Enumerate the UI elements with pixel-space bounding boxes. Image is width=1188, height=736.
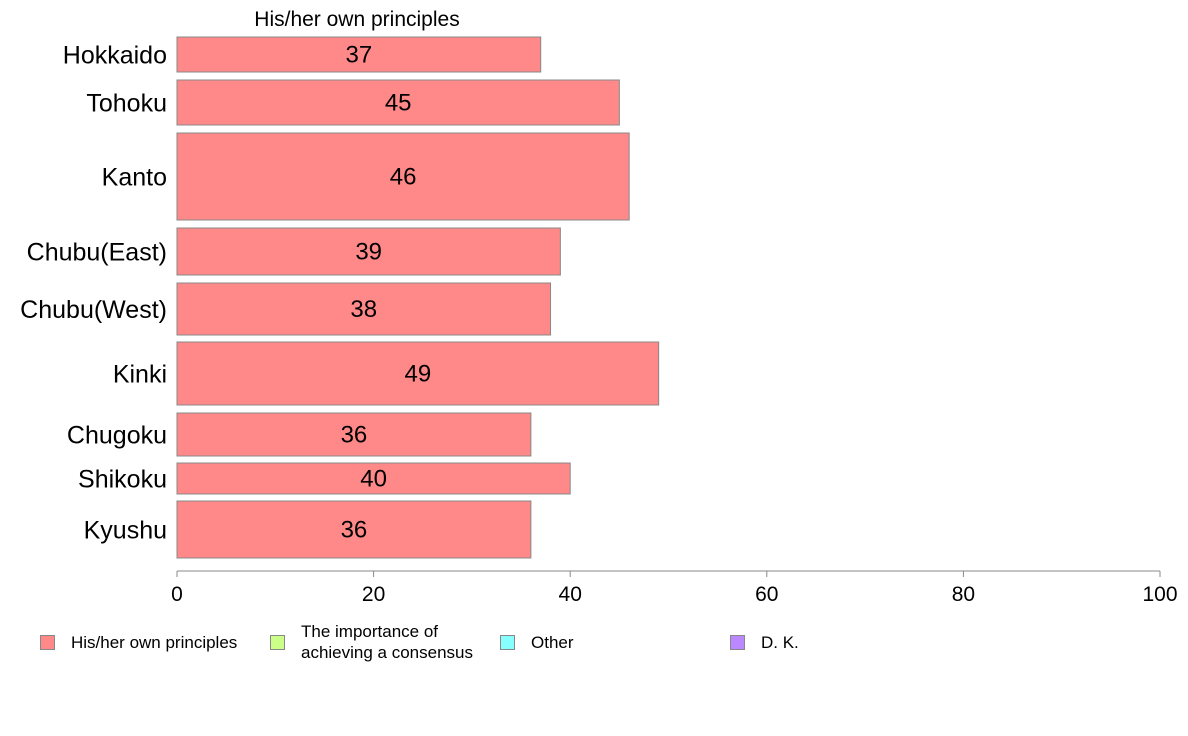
bar-shikoku: [176, 462, 571, 495]
data-label: 38: [350, 296, 377, 323]
bar-tohoku: [176, 79, 620, 126]
chart-title: His/her own principles: [254, 8, 459, 31]
bar-chubu-east-: [176, 227, 561, 276]
x-tick-label: 0: [171, 583, 183, 606]
legend-label: D. K.: [761, 633, 799, 652]
category-label: Chubu(East): [27, 239, 167, 267]
category-label: Hokkaido: [63, 42, 167, 70]
legend-label: His/her own principles: [71, 633, 238, 652]
category-label: Kyushu: [84, 517, 167, 545]
bar-hokkaido: [176, 36, 542, 73]
category-label: Chugoku: [67, 422, 167, 450]
data-label: 39: [355, 239, 382, 266]
data-label: 40: [360, 466, 387, 493]
legend-swatch: [40, 635, 55, 650]
x-tick-label: 100: [1142, 583, 1177, 606]
bar-chubu-west-: [176, 282, 552, 336]
x-tick-label: 20: [362, 583, 385, 606]
bar-kyushu: [176, 500, 532, 559]
legend-swatch: [500, 635, 515, 650]
category-labels: Hokkaido Tohoku Kanto Chubu(East) Chubu(West…: [20, 42, 167, 545]
legend: His/her own principles The importance of…: [0, 620, 1188, 670]
category-label: Kinki: [113, 361, 167, 389]
x-tick-label: 80: [952, 583, 975, 606]
data-label: 45: [385, 90, 412, 117]
data-label: 46: [390, 164, 417, 191]
legend-item-consensus: The importance of achieving a consensus: [270, 621, 491, 663]
category-label: Kanto: [102, 164, 167, 192]
legend-swatch: [730, 635, 745, 650]
data-label: 37: [346, 42, 373, 69]
legend-item-own-principles: His/her own principles: [40, 632, 237, 653]
category-label: Tohoku: [86, 90, 167, 118]
bars-group: 37 45 46 39 38 49 36 40 36: [176, 36, 660, 559]
legend-item-other: Other: [500, 632, 574, 653]
category-label: Chubu(West): [20, 296, 167, 324]
bar-kanto: [176, 132, 630, 221]
legend-label: The importance of achieving a consensus: [301, 622, 474, 662]
legend-label: Other: [531, 633, 574, 652]
bar-chart: His/her own principles 37454639384936403…: [20, 8, 1178, 606]
x-axis: 0 20 40 60 80 100: [171, 570, 1178, 606]
legend-swatch: [270, 634, 285, 650]
bar-chugoku: [176, 412, 532, 457]
data-label: 36: [341, 517, 368, 544]
category-label: Shikoku: [78, 466, 167, 494]
data-label: 36: [341, 422, 368, 449]
x-tick-label: 60: [755, 583, 778, 606]
data-label: 49: [404, 361, 431, 388]
legend-item-dk: D. K.: [730, 632, 799, 653]
bar-kinki: [176, 341, 660, 406]
x-tick-label: 40: [559, 583, 582, 606]
